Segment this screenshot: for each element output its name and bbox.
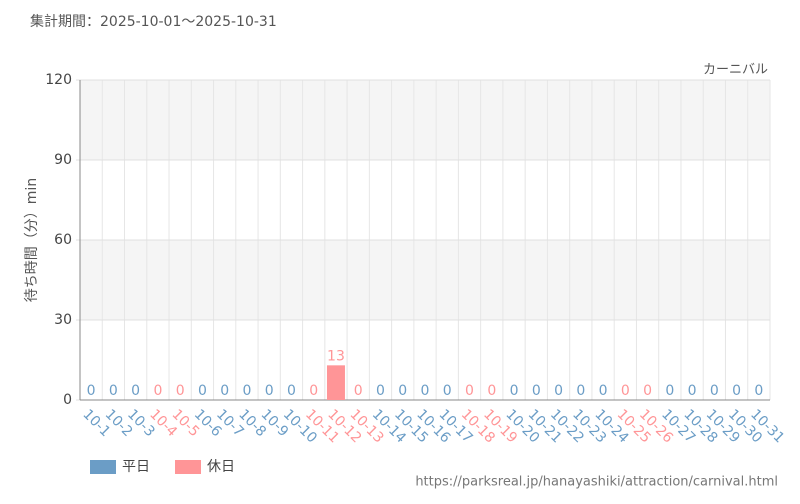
value-label: 0 xyxy=(510,383,519,399)
value-label: 0 xyxy=(242,383,251,399)
y-tick-label: 90 xyxy=(54,152,72,168)
value-label: 0 xyxy=(309,383,318,399)
value-label: 0 xyxy=(87,383,96,399)
value-label: 13 xyxy=(327,348,345,364)
value-label: 0 xyxy=(109,383,118,399)
legend-label: 平日 xyxy=(122,459,150,475)
value-label: 0 xyxy=(421,383,430,399)
value-label: 0 xyxy=(554,383,563,399)
chart-title: 集計期間：2025-10-01～2025-10-31 xyxy=(30,13,277,30)
value-label: 0 xyxy=(198,383,207,399)
grid-band xyxy=(80,80,770,160)
value-label: 0 xyxy=(688,383,697,399)
value-label: 0 xyxy=(465,383,474,399)
value-label: 0 xyxy=(532,383,541,399)
value-label: 0 xyxy=(710,383,719,399)
y-tick-label: 60 xyxy=(54,232,72,248)
value-label: 0 xyxy=(665,383,674,399)
bar xyxy=(326,365,345,400)
value-label: 0 xyxy=(131,383,140,399)
y-tick-label: 120 xyxy=(45,72,72,88)
value-label: 0 xyxy=(220,383,229,399)
legend-swatch xyxy=(90,460,116,474)
value-label: 0 xyxy=(754,383,763,399)
source: https://parksreal.jp/hanayashiki/attract… xyxy=(415,475,778,490)
y-tick-label: 30 xyxy=(54,312,72,328)
legend-label: 休日 xyxy=(207,459,235,475)
value-label: 0 xyxy=(265,383,274,399)
y-axis-label: 待ち時間（分）min xyxy=(24,178,40,302)
value-label: 0 xyxy=(376,383,385,399)
legend-swatch xyxy=(175,460,201,474)
value-label: 0 xyxy=(176,383,185,399)
value-label: 0 xyxy=(443,383,452,399)
grid-band xyxy=(80,240,770,320)
value-label: 0 xyxy=(599,383,608,399)
chart-subtitle: カーニバル xyxy=(703,63,768,78)
value-label: 0 xyxy=(153,383,162,399)
value-label: 0 xyxy=(732,383,741,399)
value-label: 0 xyxy=(576,383,585,399)
value-label: 0 xyxy=(354,383,363,399)
y-tick-label: 0 xyxy=(63,392,72,408)
value-label: 0 xyxy=(487,383,496,399)
value-label: 0 xyxy=(287,383,296,399)
value-label: 0 xyxy=(621,383,630,399)
value-label: 0 xyxy=(398,383,407,399)
value-label: 0 xyxy=(643,383,652,399)
